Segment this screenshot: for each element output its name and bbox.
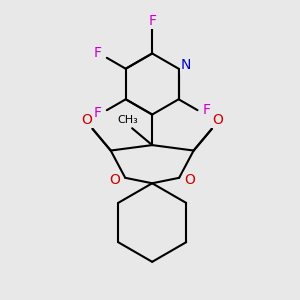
Text: F: F — [202, 103, 210, 117]
Text: O: O — [184, 173, 196, 187]
Text: F: F — [148, 14, 156, 28]
Text: N: N — [181, 58, 191, 73]
Text: CH₃: CH₃ — [117, 115, 138, 124]
Text: O: O — [82, 113, 92, 127]
Text: F: F — [94, 46, 102, 61]
Text: O: O — [212, 113, 223, 127]
Text: F: F — [94, 106, 102, 121]
Text: O: O — [109, 173, 120, 187]
